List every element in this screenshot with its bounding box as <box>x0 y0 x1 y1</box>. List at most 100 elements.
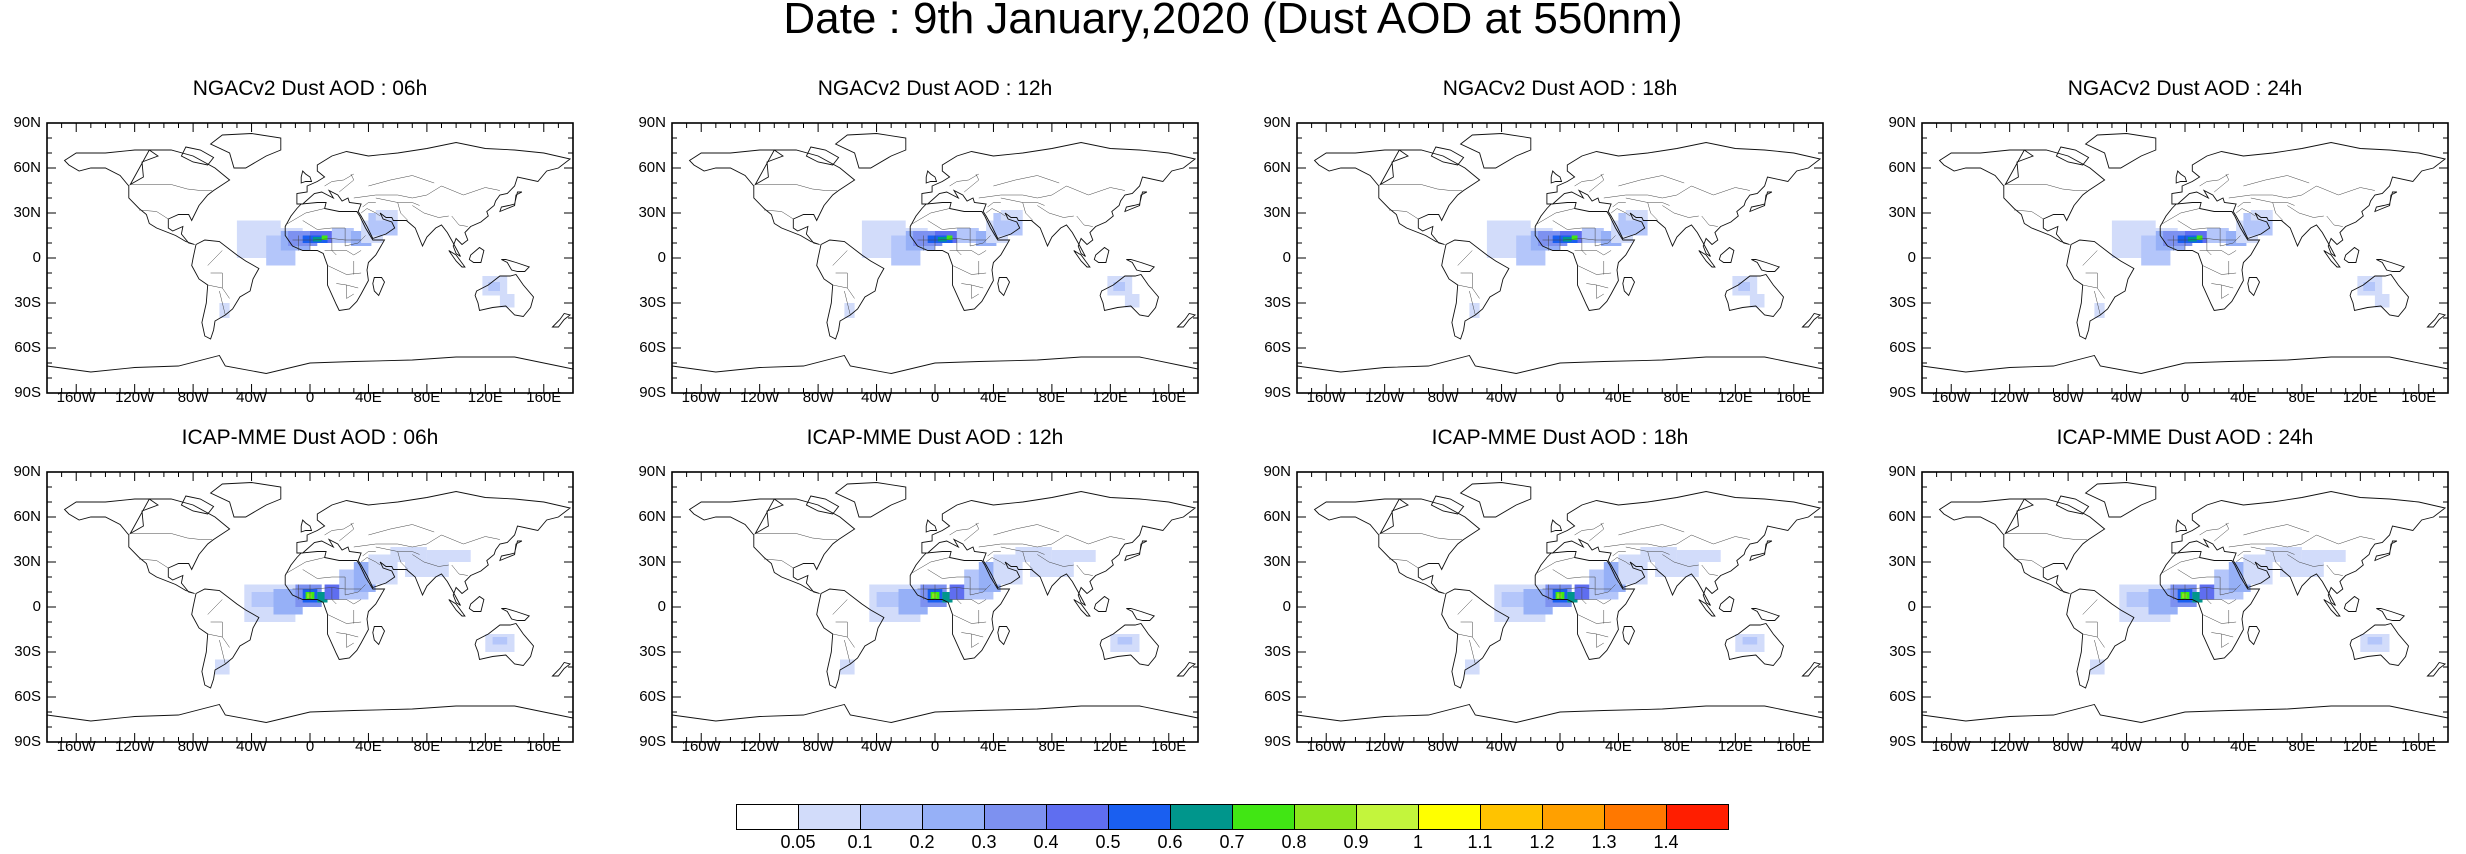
country-border <box>1022 551 1034 570</box>
coastline <box>805 495 840 515</box>
colorbar-label: 0.6 <box>1157 832 1183 852</box>
coastline <box>1124 191 1148 213</box>
longitude-label: 120W <box>115 738 155 755</box>
country-border <box>1577 265 1612 275</box>
country-border <box>139 558 169 569</box>
figure-title: Date : 9th January,2020 (Dust AOD at 550… <box>783 0 1683 43</box>
coastline <box>1718 595 1735 612</box>
longitude-label: 0 <box>1555 389 1565 406</box>
coastline <box>1751 259 1781 272</box>
longitude-label: 0 <box>930 389 940 406</box>
coastline <box>63 498 231 594</box>
latitude-label: 30S <box>14 643 41 660</box>
latitude-label: 60S <box>1264 339 1291 356</box>
longitude-label: 160W <box>681 389 721 406</box>
country-border <box>1618 175 1685 187</box>
coastline <box>1459 133 1532 169</box>
world-map <box>671 122 1199 394</box>
country-border <box>985 208 1006 217</box>
country-border <box>2220 235 2241 247</box>
coastline <box>551 661 572 677</box>
dust-aod-patch <box>405 562 449 577</box>
dust-aod-patch <box>1117 637 1133 645</box>
dust-aod-patch <box>1030 562 1074 577</box>
coastline <box>2343 246 2360 263</box>
latitude-label: 90N <box>13 114 41 131</box>
latitude-label: 30N <box>1888 204 1916 221</box>
latitude-label: 90S <box>639 733 666 750</box>
colorbar-swatch <box>1170 804 1233 830</box>
country-border <box>353 185 500 199</box>
country-border <box>339 522 355 542</box>
colorbar-swatch <box>1666 804 1729 830</box>
longitude-label: 40W <box>236 389 267 406</box>
longitude-label: 160W <box>1306 738 1346 755</box>
country-border <box>2199 599 2237 605</box>
dust-aod-patch <box>946 235 953 240</box>
longitude-label: 0 <box>1555 738 1565 755</box>
colorbar-label: 0.05 <box>780 832 816 852</box>
colorbar-label: 0.4 <box>1033 832 1059 852</box>
dust-aod-patch <box>1113 282 1125 291</box>
latitude-label: 60N <box>13 508 41 525</box>
country-border <box>2177 220 2221 230</box>
dust-aod-patch <box>2182 593 2187 598</box>
country-border <box>375 546 420 555</box>
longitude-label: 40E <box>980 389 1007 406</box>
colorbar-swatch <box>1418 804 1481 830</box>
dust-aod-patch <box>317 592 328 603</box>
coastline <box>300 170 313 184</box>
coastline <box>191 239 260 340</box>
country-border <box>345 584 366 596</box>
country-border <box>993 175 1060 187</box>
coastline <box>1126 608 1156 621</box>
latitude-label: 30N <box>1263 553 1291 570</box>
country-border <box>1618 524 1685 536</box>
coastline <box>1801 661 1822 677</box>
longitude-label: 120W <box>115 389 155 406</box>
country-border <box>952 614 987 624</box>
latitude-label: 60N <box>1888 159 1916 176</box>
panel-title: NGACv2 Dust AOD : 24h <box>2067 77 2303 100</box>
country-border <box>2235 557 2256 566</box>
coastline <box>501 608 531 621</box>
dust-aod-patch <box>956 228 979 243</box>
longitude-label: 80W <box>177 738 209 755</box>
country-border <box>910 557 950 575</box>
country-border <box>2228 534 2375 548</box>
coastline <box>2247 626 2261 646</box>
map-panel: ICAP-MME Dust AOD : 24h 90N 60N 30N 0 30S 60S 9… <box>1875 426 2466 854</box>
coastline <box>1099 273 1159 317</box>
country-border <box>2082 250 2098 266</box>
coastline <box>1751 608 1781 621</box>
coastline <box>2084 133 2157 169</box>
coastline <box>1379 498 1409 535</box>
longitude-label: 160E <box>1151 738 1187 755</box>
coastline <box>1126 259 1156 272</box>
coastline <box>1938 149 2106 245</box>
country-border <box>993 524 1060 536</box>
colorbar-label: 0.5 <box>1095 832 1121 852</box>
dust-aod-patch <box>1749 294 1765 308</box>
dust-aod-patch <box>2301 550 2346 562</box>
country-border <box>832 599 848 615</box>
coastline <box>2376 259 2406 272</box>
coastline <box>1749 191 1773 213</box>
map-panel: NGACv2 Dust AOD : 12h 90N 60N 30N 0 30S 60S 90S… <box>625 77 1225 505</box>
longitude-label: 80W <box>2052 738 2084 755</box>
longitude-label: 120W <box>1365 389 1405 406</box>
country-border <box>1457 599 1473 615</box>
country-border <box>2326 564 2343 576</box>
coastline <box>688 498 856 594</box>
country-border <box>2082 599 2098 615</box>
coastline <box>1718 246 1735 263</box>
country-border <box>362 551 376 557</box>
colorbar-label: 1.4 <box>1653 832 1679 852</box>
longitude-label: 40E <box>2230 738 2257 755</box>
longitude-label: 160E <box>2401 738 2437 755</box>
latitude-label: 60S <box>1889 339 1916 356</box>
country-border <box>2228 185 2375 199</box>
country-border <box>285 208 325 226</box>
coastline <box>2171 491 2447 606</box>
country-border <box>2202 265 2237 275</box>
